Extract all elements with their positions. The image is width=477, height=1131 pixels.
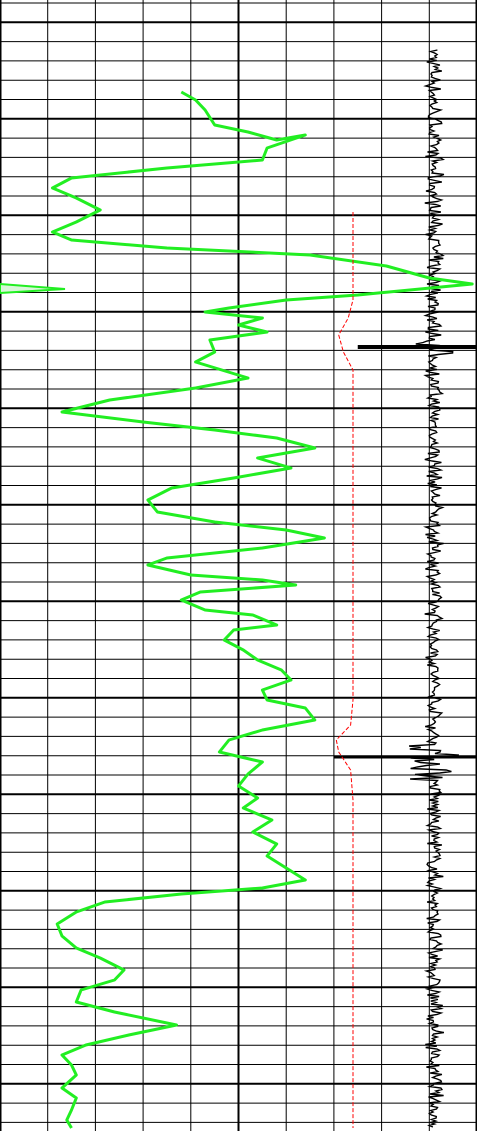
curve-layer: [0, 90, 474, 1129]
series-line-gamma: [51, 90, 474, 1129]
series-line-caliper: [335, 212, 354, 1128]
noise-trace-layer: [333, 49, 477, 1128]
noise-trace: [409, 49, 460, 1128]
gamma-spike-marker: [0, 282, 66, 295]
